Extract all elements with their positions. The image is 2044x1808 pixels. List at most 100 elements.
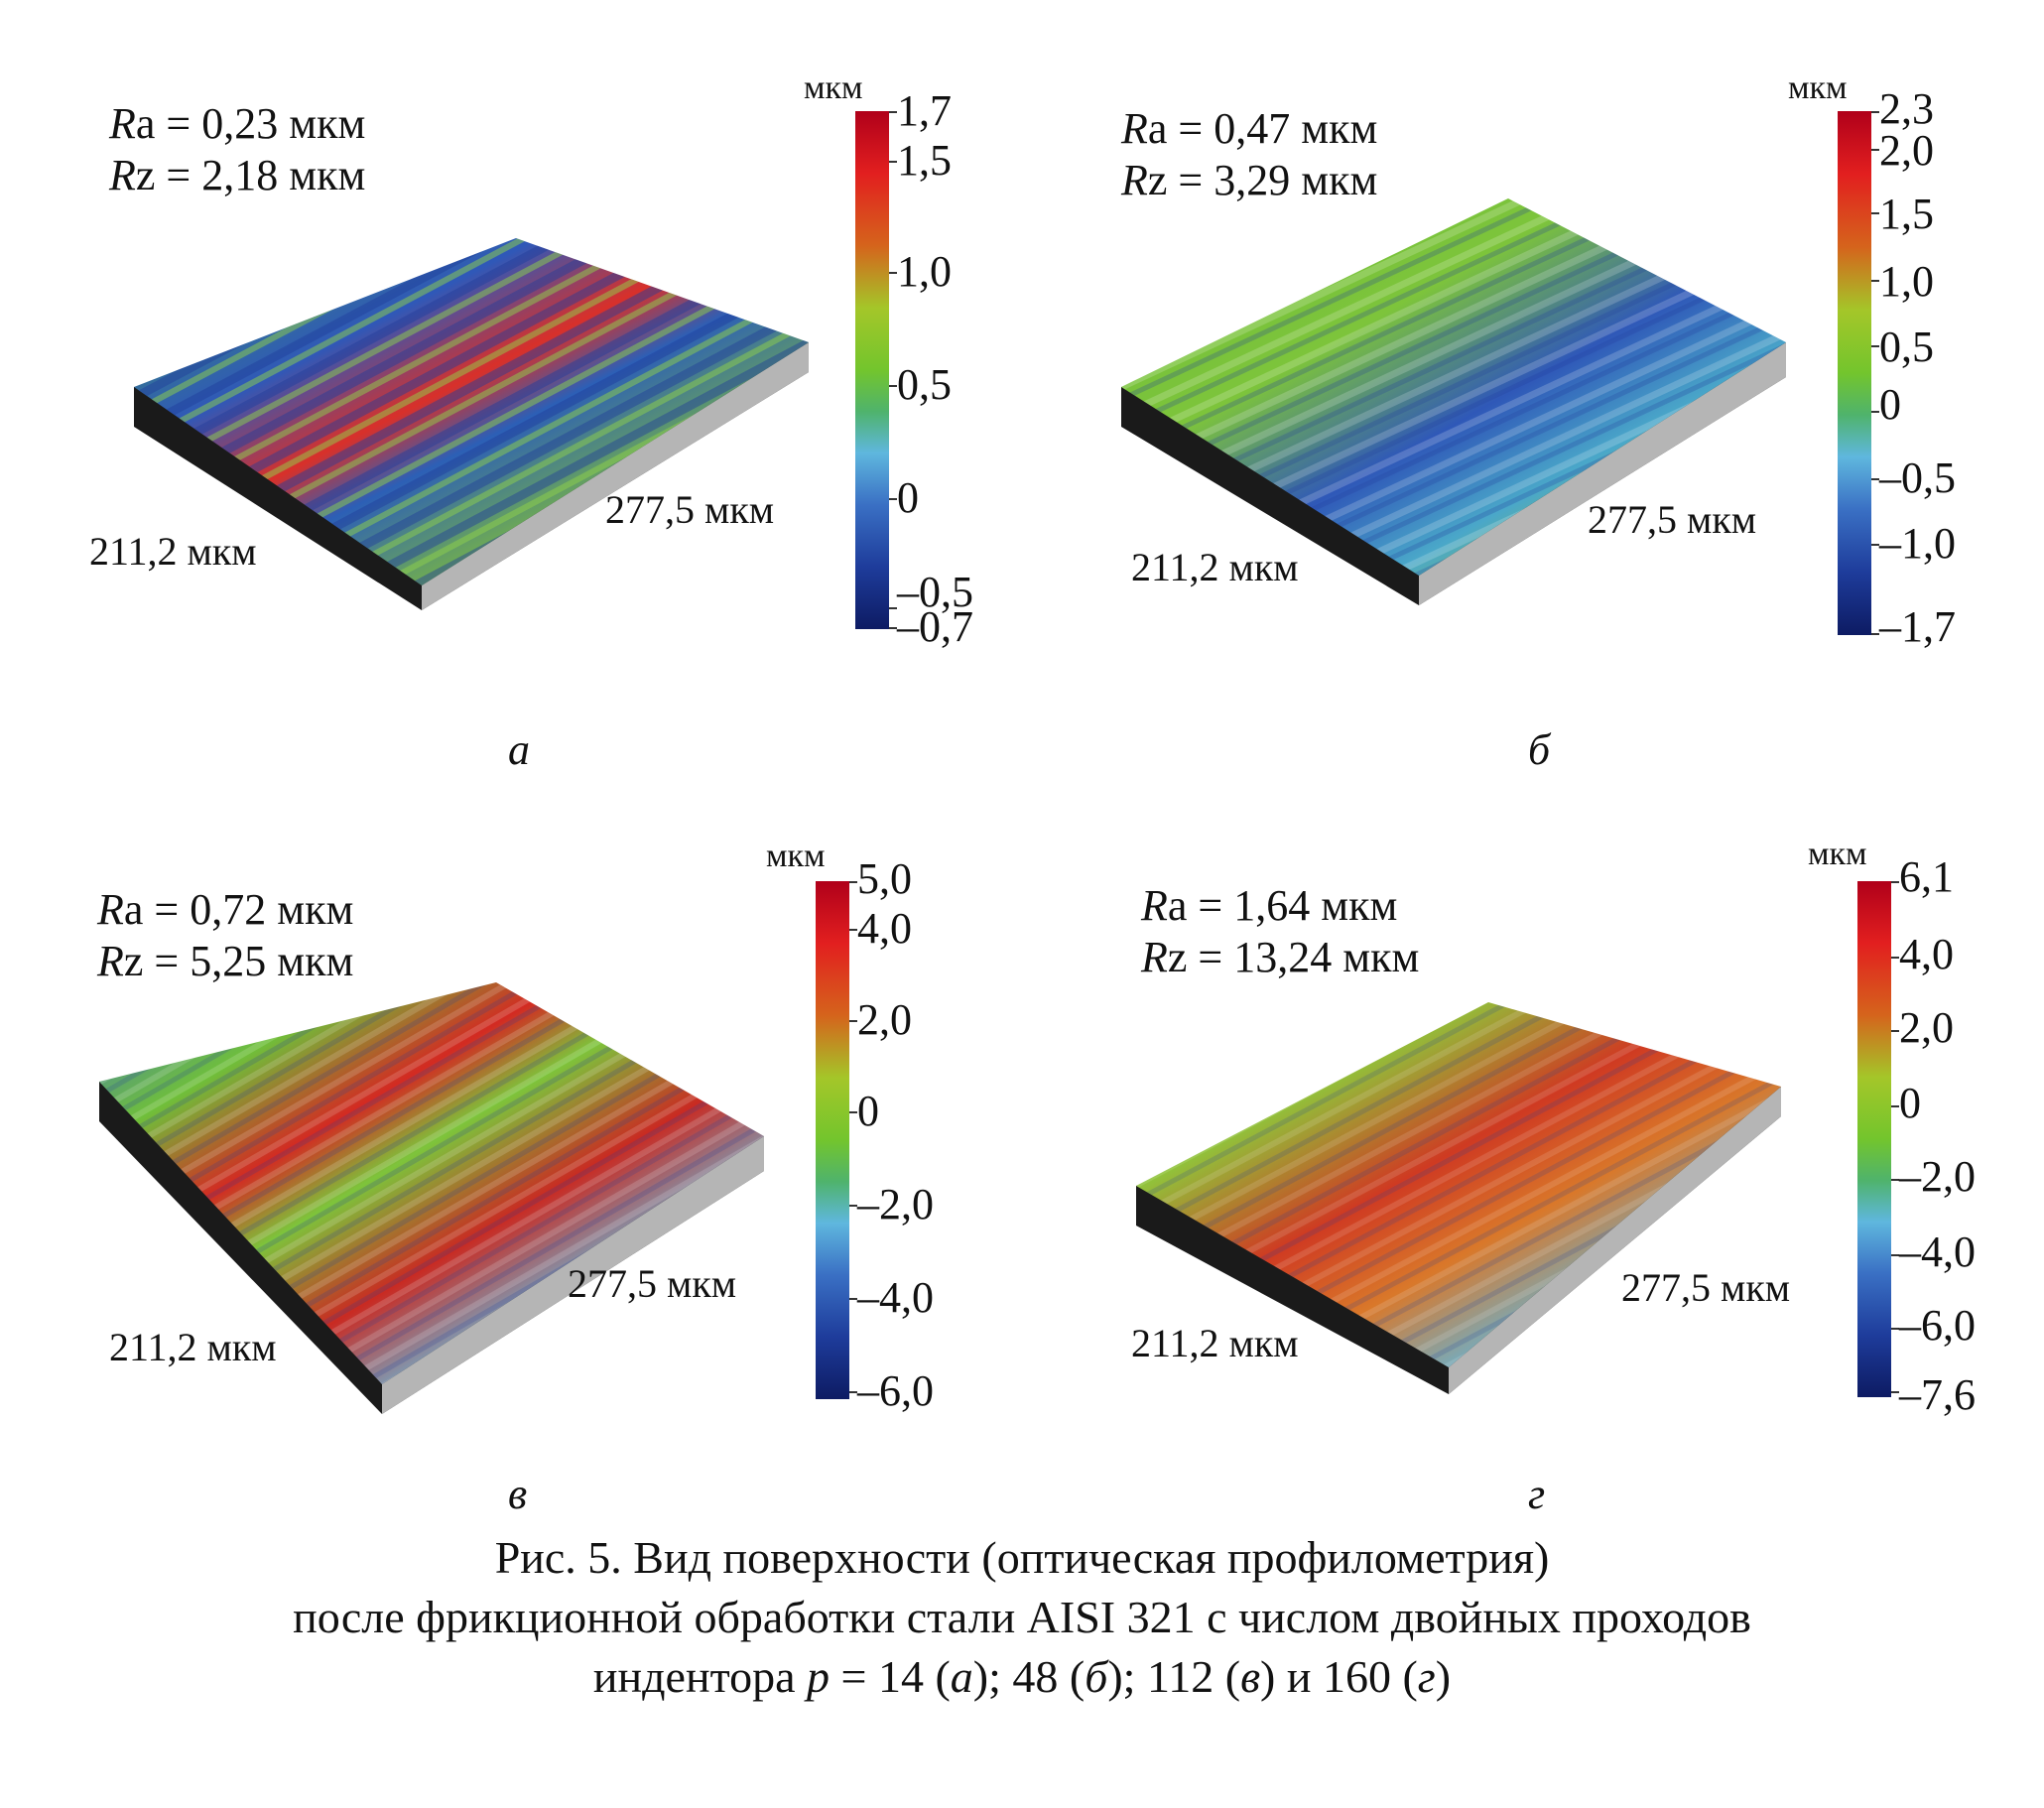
dimension-y-d: 277,5 мкм: [1621, 1265, 1791, 1310]
roughness-rz-d: Rz = 13,24 мкм: [1141, 933, 1420, 981]
colorbar-label: –2,0: [857, 1180, 934, 1228]
roughness-rz-a: Rz = 2,18 мкм: [109, 151, 366, 199]
colorbar-label: 4,0: [1899, 930, 1954, 978]
surface-texture-d: [1136, 1002, 1781, 1367]
dimension-x-d: 211,2 мкм: [1131, 1321, 1299, 1365]
dimension-y-b: 277,5 мкм: [1588, 497, 1757, 542]
roughness-ra-a: Ra = 0,23 мкм: [109, 99, 366, 148]
panel-label-b: б: [1528, 725, 1551, 774]
colorbar-label: 2,0: [857, 995, 912, 1044]
colorbar-label: –4,0: [857, 1273, 934, 1322]
colorbar-label: –1,0: [1879, 519, 1956, 568]
colorbar-label: 4,0: [857, 904, 912, 953]
roughness-ra-b: Ra = 0,47 мкм: [1121, 104, 1378, 153]
colorbar-b: [1838, 111, 1879, 635]
colorbar-c: [816, 881, 857, 1399]
colorbar-tick: [849, 929, 857, 931]
colorbar-tick: [849, 1205, 857, 1207]
caption-line-3: индентора p = 14 (а); 48 (б); 112 (в) и …: [592, 1651, 1452, 1702]
panel-label-d: г: [1528, 1470, 1546, 1518]
colorbar-d: [1857, 881, 1899, 1397]
roughness-rz-b: Rz = 3,29 мкм: [1121, 156, 1378, 204]
colorbar-tick: [1891, 881, 1899, 883]
roughness-ra-d: Ra = 1,64 мкм: [1141, 881, 1398, 930]
colorbar-label: 2,0: [1899, 1003, 1954, 1052]
colorbar-label: 1,0: [1879, 257, 1934, 306]
colorbar-label: –0,5: [897, 568, 973, 616]
colorbar-label: 6,1: [1899, 852, 1954, 901]
surface-texture-b: [1121, 198, 1786, 576]
dimension-x-a: 211,2 мкм: [89, 529, 257, 574]
caption-line-1: Рис. 5. Вид поверхности (оптическая проф…: [494, 1532, 1550, 1583]
colorbar-tick: [1871, 478, 1879, 480]
colorbar-label: 1,5: [897, 136, 952, 185]
colorbar-label: 0: [1899, 1079, 1921, 1127]
colorbar-tick: [1871, 280, 1879, 282]
colorbar-a: [855, 111, 897, 629]
colorbar-tick: [889, 111, 897, 113]
colorbar-label: 2,0: [1879, 126, 1934, 175]
dimension-x-c: 211,2 мкм: [109, 1325, 277, 1369]
colorbar-gradient-b: [1838, 111, 1871, 635]
colorbar-label: 0: [1879, 380, 1901, 429]
colorbar-tick: [889, 627, 897, 629]
colorbar-gradient-c: [816, 881, 849, 1399]
panel-label-c: в: [508, 1470, 528, 1518]
colorbar-label: –4,0: [1899, 1227, 1976, 1276]
colorbar-tick: [889, 272, 897, 274]
roughness-rz-c: Rz = 5,25 мкм: [97, 937, 354, 985]
figure-caption: Рис. 5. Вид поверхности (оптическая проф…: [0, 1528, 2044, 1707]
panel-b: Ra = 0,47 мкм Rz = 3,29 мкм 211,2 мкм 27…: [1022, 60, 2044, 843]
panel-label-a: а: [508, 725, 530, 774]
colorbar-tick: [849, 881, 857, 883]
surface-side-d: [1449, 1087, 1781, 1394]
colorbar-unit-b: мкм: [1788, 69, 1848, 106]
surface-side-a: [422, 342, 809, 610]
colorbar-label: –0,5: [1879, 453, 1956, 502]
surface-side-b: [1419, 342, 1786, 605]
colorbar-label: –2,0: [1899, 1152, 1976, 1201]
colorbar-tick: [889, 498, 897, 500]
colorbar-unit-c: мкм: [766, 838, 826, 874]
panel-d: Ra = 1,64 мкм Rz = 13,24 мкм 211,2 мкм 2…: [1022, 834, 2044, 1617]
panel-c: Ra = 0,72 мкм Rz = 5,25 мкм 211,2 мкм 27…: [0, 834, 1022, 1617]
colorbar-tick: [1871, 411, 1879, 413]
colorbar-tick: [1891, 1179, 1899, 1181]
colorbar-tick: [849, 1298, 857, 1300]
surface-plot-d: [1136, 1002, 1781, 1394]
dimension-x-b: 211,2 мкм: [1131, 545, 1299, 589]
colorbar-label: 0,5: [1879, 323, 1934, 371]
colorbar-tick: [1891, 1030, 1899, 1032]
panel-a: Ra = 0,23 мкм Rz = 2,18 мкм 211,2 мкм 27…: [0, 60, 1022, 843]
colorbar-gradient-d: [1857, 881, 1891, 1397]
colorbar-tick: [1871, 633, 1879, 635]
colorbar-tick: [1891, 1254, 1899, 1256]
colorbar-label: 1,5: [1879, 190, 1934, 238]
colorbar-tick: [1891, 1105, 1899, 1107]
colorbar-label: 0: [857, 1087, 879, 1135]
colorbar-label: –6,0: [1899, 1301, 1976, 1350]
colorbar-tick: [1891, 1391, 1899, 1393]
colorbar-tick: [849, 1391, 857, 1393]
colorbar-label: –7,6: [1899, 1370, 1976, 1419]
colorbar-tick: [889, 385, 897, 387]
colorbar-label: –1,7: [1879, 602, 1956, 651]
colorbar-tick: [849, 1111, 857, 1113]
roughness-ra-c: Ra = 0,72 мкм: [97, 885, 354, 934]
colorbar-label: 1,0: [897, 247, 952, 296]
colorbar-tick: [889, 161, 897, 163]
colorbar-label: –6,0: [857, 1366, 934, 1415]
surface-side-c: [382, 1136, 764, 1414]
colorbar-tick: [1871, 345, 1879, 347]
colorbar-tick: [1871, 544, 1879, 546]
dimension-y-c: 277,5 мкм: [568, 1261, 737, 1306]
colorbar-unit-a: мкм: [804, 69, 863, 106]
colorbar-tick: [1891, 1328, 1899, 1330]
colorbar-label: 5,0: [857, 854, 912, 903]
colorbar-tick: [889, 607, 897, 609]
colorbar-label: 0: [897, 473, 919, 522]
colorbar-label: 0,5: [897, 360, 952, 409]
colorbar-tick: [1871, 149, 1879, 151]
colorbar-unit-d: мкм: [1808, 836, 1867, 872]
